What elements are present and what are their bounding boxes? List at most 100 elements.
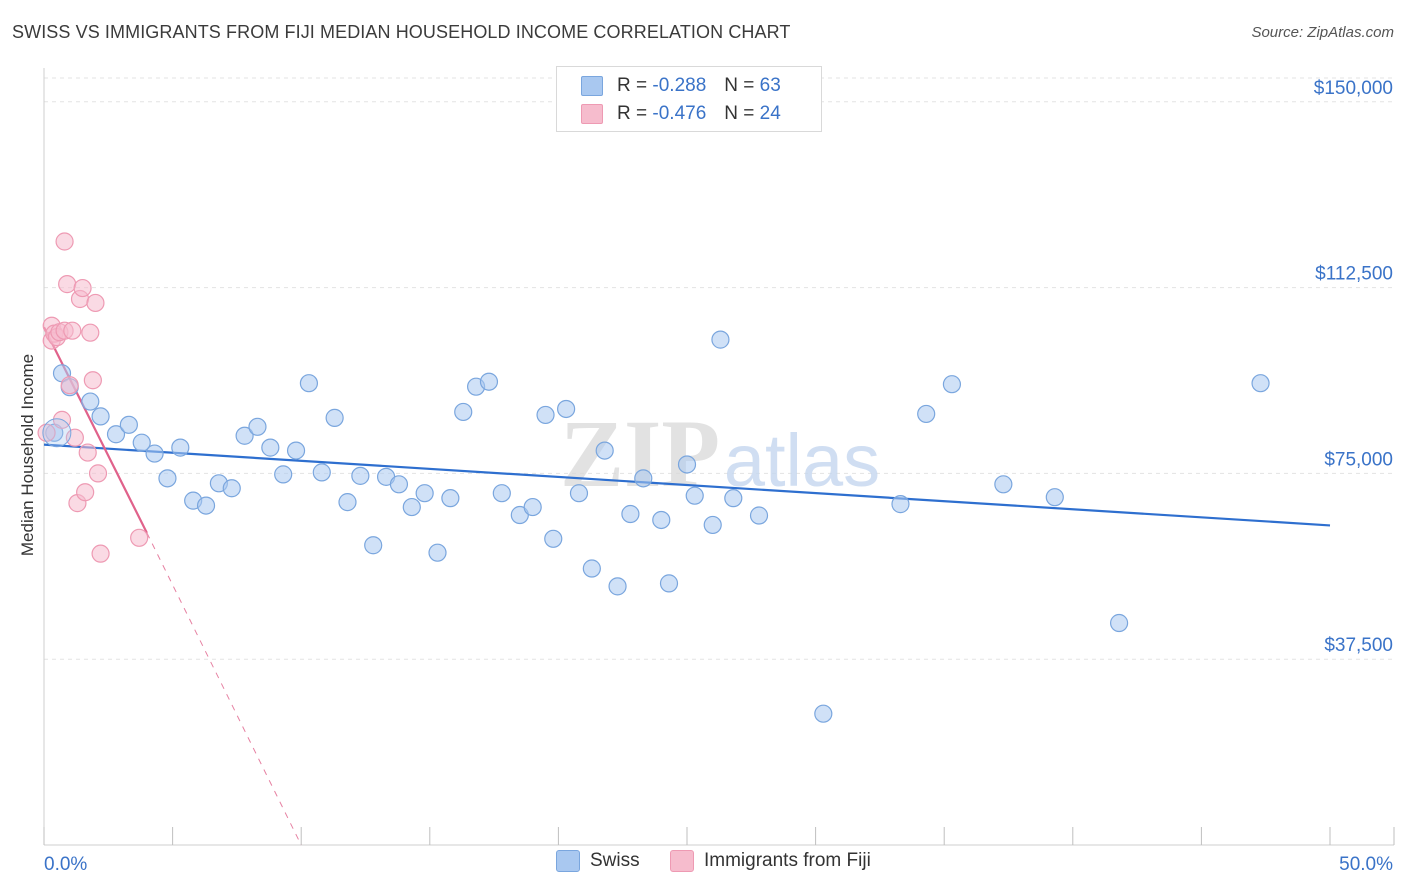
data-point-fiji bbox=[55, 232, 74, 251]
data-point-swiss bbox=[81, 392, 100, 411]
data-point-swiss bbox=[235, 426, 254, 445]
y-tick-label: $150,000 bbox=[1314, 78, 1393, 99]
data-point-swiss bbox=[523, 497, 542, 517]
data-point-swiss bbox=[749, 506, 769, 525]
data-point-swiss bbox=[917, 404, 936, 424]
data-point-swiss bbox=[158, 469, 177, 488]
legend-n-label-fiji: N = bbox=[724, 103, 755, 124]
legend-r-value-fiji: -0.476 bbox=[652, 103, 707, 124]
data-point-fiji bbox=[81, 323, 100, 342]
legend-n-value-fiji: 24 bbox=[759, 103, 781, 124]
data-point-swiss bbox=[711, 330, 730, 349]
data-point-swiss bbox=[274, 465, 293, 484]
data-point-swiss bbox=[677, 455, 697, 474]
trend-layer bbox=[43, 326, 1331, 846]
data-point-swiss bbox=[222, 479, 241, 498]
data-point-swiss bbox=[106, 425, 126, 444]
data-point-swiss bbox=[608, 577, 627, 596]
data-point-swiss bbox=[492, 484, 511, 503]
data-point-swiss bbox=[91, 407, 110, 426]
data-point-swiss bbox=[685, 486, 704, 505]
legend-r-label-fiji: R = bbox=[617, 103, 648, 124]
data-point-swiss bbox=[652, 510, 671, 530]
data-point-swiss bbox=[994, 475, 1013, 494]
data-point-swiss bbox=[814, 704, 833, 723]
trend-line-fiji-extrapolated bbox=[146, 532, 302, 846]
data-point-swiss bbox=[1251, 374, 1270, 393]
legend-n-value-swiss: 63 bbox=[759, 75, 781, 96]
data-point-swiss bbox=[703, 515, 722, 535]
data-point-swiss bbox=[415, 484, 434, 503]
data-point-swiss bbox=[569, 484, 589, 503]
data-point-fiji bbox=[37, 423, 56, 442]
axis-layer bbox=[43, 68, 1395, 846]
legend-row-swiss: R = -0.288 N = 63 bbox=[581, 74, 781, 98]
y-tick-label: $37,500 bbox=[1324, 635, 1393, 656]
legend-row-fiji: R = -0.476 N = 24 bbox=[581, 102, 781, 126]
data-point-swiss bbox=[119, 415, 138, 434]
data-point-fiji bbox=[86, 293, 105, 313]
data-point-swiss bbox=[544, 529, 563, 548]
data-point-swiss-large bbox=[42, 418, 72, 448]
data-point-fiji bbox=[91, 544, 110, 563]
bottom-legend-swatch-fiji bbox=[670, 850, 694, 872]
data-point-fiji bbox=[78, 443, 97, 462]
data-point-fiji bbox=[130, 528, 149, 547]
data-point-swiss bbox=[402, 497, 421, 517]
data-point-swiss bbox=[286, 441, 306, 460]
chart-title: SWISS VS IMMIGRANTS FROM FIJI MEDIAN HOU… bbox=[12, 22, 791, 42]
data-point-fiji bbox=[83, 371, 102, 390]
data-point-swiss bbox=[338, 493, 357, 512]
data-point-swiss bbox=[196, 496, 216, 515]
bottom-legend-fiji: Immigrants from Fiji bbox=[670, 850, 871, 872]
data-point-swiss bbox=[145, 444, 164, 463]
y-tick-label: $112,500 bbox=[1315, 264, 1393, 285]
data-point-swiss bbox=[1109, 613, 1129, 633]
data-point-swiss bbox=[942, 375, 962, 394]
trend-line-fiji bbox=[43, 326, 148, 534]
data-point-fiji bbox=[60, 376, 79, 395]
bottom-legend-label-swiss: Swiss bbox=[590, 850, 640, 871]
data-point-swiss bbox=[536, 405, 555, 425]
data-point-fiji bbox=[73, 278, 92, 298]
data-point-swiss bbox=[364, 536, 383, 555]
grid-layer bbox=[44, 77, 1394, 660]
tick-label-layer: $37,500 $75,000 $112,500 $150,000 0.0% 50.0% bbox=[44, 78, 1393, 875]
data-point-swiss bbox=[454, 402, 473, 422]
data-point-swiss bbox=[428, 543, 447, 562]
data-point-swiss bbox=[261, 438, 280, 457]
data-point-swiss bbox=[634, 469, 653, 488]
data-point-fiji bbox=[63, 321, 82, 340]
data-point-swiss bbox=[248, 417, 267, 436]
correlation-legend: R = -0.288 N = 63 R = -0.476 N = 24 bbox=[556, 66, 822, 132]
data-point-fiji bbox=[76, 483, 95, 502]
data-point-swiss bbox=[724, 489, 743, 508]
bottom-legend-swatch-swiss bbox=[556, 850, 580, 872]
data-point-swiss bbox=[582, 559, 601, 578]
x-tick-label: 50.0% bbox=[1339, 854, 1393, 875]
data-point-swiss bbox=[479, 372, 499, 391]
trend-line-swiss bbox=[43, 443, 1331, 527]
bottom-legend-swiss: Swiss bbox=[556, 850, 640, 872]
y-tick-label: $75,000 bbox=[1324, 449, 1393, 470]
data-point-swiss bbox=[659, 574, 679, 593]
point-layer bbox=[37, 232, 1270, 723]
data-point-swiss bbox=[1045, 488, 1064, 507]
x-tick-label: 0.0% bbox=[44, 854, 87, 875]
legend-r-value-swiss: -0.288 bbox=[652, 75, 707, 96]
data-point-swiss bbox=[299, 374, 319, 393]
legend-r-label-swiss: R = bbox=[617, 75, 648, 96]
data-point-swiss bbox=[171, 438, 190, 457]
legend-n-label-swiss: N = bbox=[724, 75, 755, 96]
data-point-swiss bbox=[312, 463, 331, 482]
y-axis-label: Median Household Income bbox=[18, 353, 37, 557]
data-point-swiss bbox=[351, 466, 370, 485]
data-point-swiss bbox=[557, 399, 576, 419]
source-label: Source: ZipAtlas.com bbox=[1251, 24, 1394, 41]
data-point-swiss bbox=[325, 408, 344, 427]
data-point-swiss bbox=[389, 475, 409, 494]
data-point-fiji bbox=[58, 275, 77, 294]
legend-swatch-fiji bbox=[581, 104, 603, 124]
data-point-swiss bbox=[132, 433, 151, 452]
